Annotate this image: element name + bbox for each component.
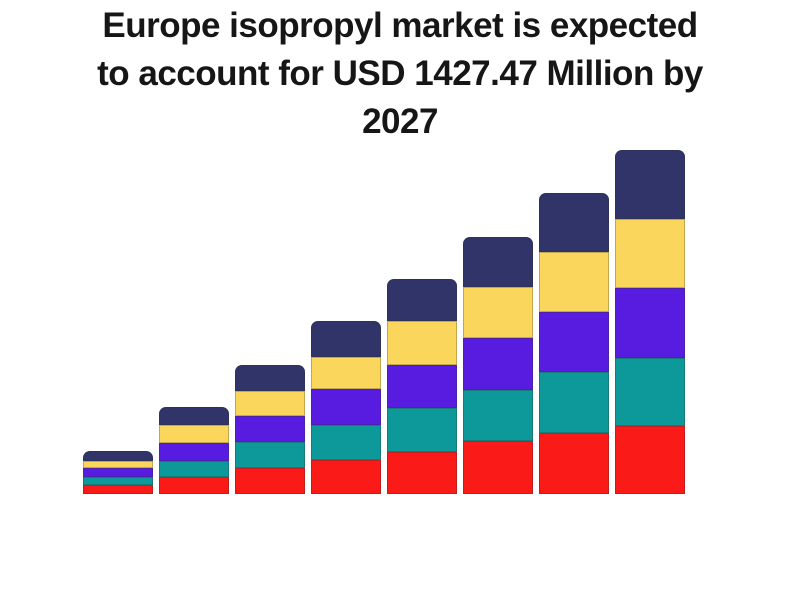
stacked-bar-3 (235, 365, 305, 494)
chart-title-line-1: Europe isopropyl market is expected (102, 6, 698, 45)
segment-purple (539, 312, 609, 372)
stacked-bar-2 (159, 407, 229, 494)
stacked-bar-5 (387, 279, 457, 494)
stacked-bar-4 (311, 321, 381, 494)
segment-purple (311, 389, 381, 425)
segment-purple (463, 338, 533, 390)
segment-yellow (387, 321, 457, 365)
segment-purple (83, 468, 153, 477)
segment-purple (159, 443, 229, 461)
segment-red (615, 426, 685, 494)
stacked-bar-7 (539, 193, 609, 494)
segment-teal (235, 442, 305, 468)
segment-navy (463, 237, 533, 287)
segment-teal (463, 390, 533, 441)
segment-yellow (311, 357, 381, 389)
chart-title: Europe isopropyl market is expected to a… (0, 0, 800, 146)
chart-title-line-2: to account for USD 1427.47 Million by (97, 54, 703, 93)
segment-purple (235, 416, 305, 442)
segment-red (83, 485, 153, 494)
segment-navy (615, 150, 685, 219)
segment-teal (311, 425, 381, 460)
segment-navy (83, 451, 153, 461)
segment-red (387, 452, 457, 494)
segment-purple (387, 365, 457, 408)
segment-red (311, 460, 381, 494)
stacked-bar-chart (83, 150, 685, 494)
segment-teal (615, 358, 685, 426)
stacked-bar-1 (83, 451, 153, 494)
segment-yellow (83, 461, 153, 468)
segment-red (235, 468, 305, 494)
segment-navy (159, 407, 229, 425)
segment-teal (387, 408, 457, 452)
segment-yellow (539, 252, 609, 312)
segment-red (159, 477, 229, 494)
segment-navy (539, 193, 609, 252)
segment-teal (539, 372, 609, 433)
segment-teal (83, 477, 153, 485)
segment-navy (235, 365, 305, 391)
segment-purple (615, 288, 685, 358)
stacked-bar-8 (615, 150, 685, 494)
segment-yellow (235, 391, 305, 416)
chart-title-line-3: 2027 (362, 102, 438, 141)
segment-red (539, 433, 609, 494)
segment-yellow (159, 425, 229, 443)
segment-red (463, 441, 533, 494)
segment-yellow (463, 287, 533, 338)
segment-yellow (615, 219, 685, 288)
segment-teal (159, 461, 229, 477)
segment-navy (387, 279, 457, 321)
stacked-bar-6 (463, 237, 533, 494)
segment-navy (311, 321, 381, 357)
